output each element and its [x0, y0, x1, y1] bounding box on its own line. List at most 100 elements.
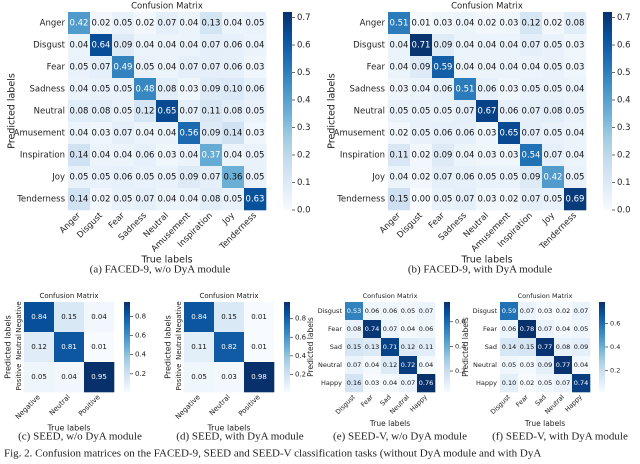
- cell-label: 0.07: [556, 379, 570, 387]
- cell-label: 0.07: [456, 107, 475, 117]
- cell-label: 0.84: [191, 313, 207, 321]
- cell-label: 0.65: [500, 129, 519, 139]
- heatmap-cell: [388, 56, 411, 79]
- y-tick-label: Anger: [360, 19, 386, 29]
- cell-label: 0.07: [544, 151, 563, 161]
- heatmap-cell: [244, 144, 267, 167]
- heatmap-cell: [54, 362, 85, 393]
- heatmap-cell: [24, 302, 55, 333]
- cell-label: 0.06: [478, 85, 497, 95]
- cell-label: 0.05: [390, 107, 409, 117]
- cell-label: 0.04: [390, 173, 409, 183]
- chart-title: Confusion Matrix: [131, 2, 203, 12]
- heatmap-cell: [200, 78, 223, 101]
- chart-title: Confusion Matrix: [518, 292, 573, 300]
- cell-label: 0.04: [556, 325, 570, 333]
- x-tick-label: Positive: [77, 393, 102, 418]
- heatmap-cell: [554, 338, 573, 357]
- heatmap-cell: [156, 122, 179, 145]
- x-tick-label: Joy: [220, 211, 237, 228]
- y-tick-label: Fear: [483, 325, 497, 333]
- cell-label: 0.09: [434, 151, 453, 161]
- cell-label: 0.77: [556, 361, 570, 369]
- heatmap-cell: [498, 122, 521, 145]
- cell-label: 0.07: [522, 107, 541, 117]
- heatmap-cell: [381, 320, 400, 339]
- cell-label: 0.11: [390, 151, 409, 161]
- colorbar-tick-label: 0.4: [455, 342, 465, 350]
- heatmap-cell: [410, 188, 433, 211]
- heatmap-cell: [432, 34, 455, 57]
- heatmap-cell: [200, 56, 223, 79]
- cell-label: 0.14: [224, 129, 243, 139]
- heatmap-cell: [244, 332, 275, 363]
- cell-label: 0.08: [544, 107, 563, 117]
- cell-label: 0.05: [70, 63, 89, 73]
- cell-label: 0.05: [522, 85, 541, 95]
- y-tick-label: Disgust: [33, 41, 66, 51]
- cell-label: 0.04: [419, 361, 433, 369]
- heatmap-cell: [476, 78, 499, 101]
- cell-label: 0.08: [92, 107, 111, 117]
- heatmap-cell: [454, 56, 477, 79]
- heatmap-cell: [381, 338, 400, 357]
- cell-label: 0.03: [92, 129, 111, 139]
- cell-label: 0.06: [224, 63, 243, 73]
- heatmap-cell: [134, 78, 157, 101]
- cell-label: 0.74: [574, 379, 588, 387]
- heatmap-cell: [68, 56, 91, 79]
- cell-label: 0.02: [520, 379, 534, 387]
- cell-label: 0.08: [347, 325, 361, 333]
- heatmap-cell: [112, 34, 135, 57]
- heatmap-cell: [214, 362, 245, 393]
- cell-label: 0.67: [478, 107, 497, 117]
- cell-label: 0.05: [544, 129, 563, 139]
- y-tick-label: Happy: [476, 379, 497, 387]
- heatmap-cell: [500, 356, 519, 375]
- cell-label: 0.07: [522, 41, 541, 51]
- cell-label: 0.05: [401, 307, 415, 315]
- cell-label: 0.84: [31, 313, 47, 321]
- heatmap-cell: [542, 166, 565, 189]
- heatmap-cell: [542, 100, 565, 123]
- cell-label: 0.03: [500, 151, 519, 161]
- heatmap-cell: [498, 34, 521, 57]
- cell-label: 0.07: [92, 63, 111, 73]
- heatmap-cell: [410, 100, 433, 123]
- cell-label: 0.78: [520, 325, 534, 333]
- heatmap-cell: [520, 122, 543, 145]
- colorbar-tick-label: 0.6: [295, 333, 307, 341]
- x-tick-label: Neutral: [208, 393, 232, 417]
- cell-label: 0.04: [180, 195, 199, 205]
- heatmap-cell: [134, 100, 157, 123]
- colorbar-tick-label: 0.2: [135, 370, 146, 378]
- heatmap-cell: [410, 12, 433, 35]
- heatmap-cell: [520, 166, 543, 189]
- cell-label: 0.05: [246, 151, 265, 161]
- x-tick-label: Negative: [174, 393, 202, 421]
- heatmap-cell: [112, 78, 135, 101]
- heatmap-cell: [454, 122, 477, 145]
- heatmap-cell: [90, 188, 113, 211]
- x-tick-label: Disgust: [489, 393, 512, 416]
- heatmap-cell: [222, 12, 245, 35]
- heatmap-cell: [399, 302, 418, 321]
- cell-label: 0.05: [70, 173, 89, 183]
- cell-label: 0.01: [251, 313, 267, 321]
- cell-label: 0.07: [202, 63, 221, 73]
- heatmap-cell: [564, 166, 587, 189]
- x-tick-label: Sad: [534, 393, 548, 407]
- x-axis-label: True labels: [460, 255, 512, 266]
- cell-label: 0.71: [383, 343, 397, 351]
- cell-label: 0.05: [412, 129, 431, 139]
- x-axis-label: True labels: [140, 255, 192, 266]
- y-tick-label: Tenderness: [336, 195, 385, 205]
- cell-label: 0.13: [202, 19, 221, 29]
- cell-label: 0.07: [158, 19, 177, 29]
- heatmap-cell: [244, 56, 267, 79]
- cell-label: 0.08: [224, 107, 243, 117]
- cell-label: 0.04: [412, 85, 431, 95]
- cell-label: 0.09: [522, 173, 541, 183]
- cell-label: 0.06: [434, 85, 453, 95]
- colorbar: [599, 302, 605, 392]
